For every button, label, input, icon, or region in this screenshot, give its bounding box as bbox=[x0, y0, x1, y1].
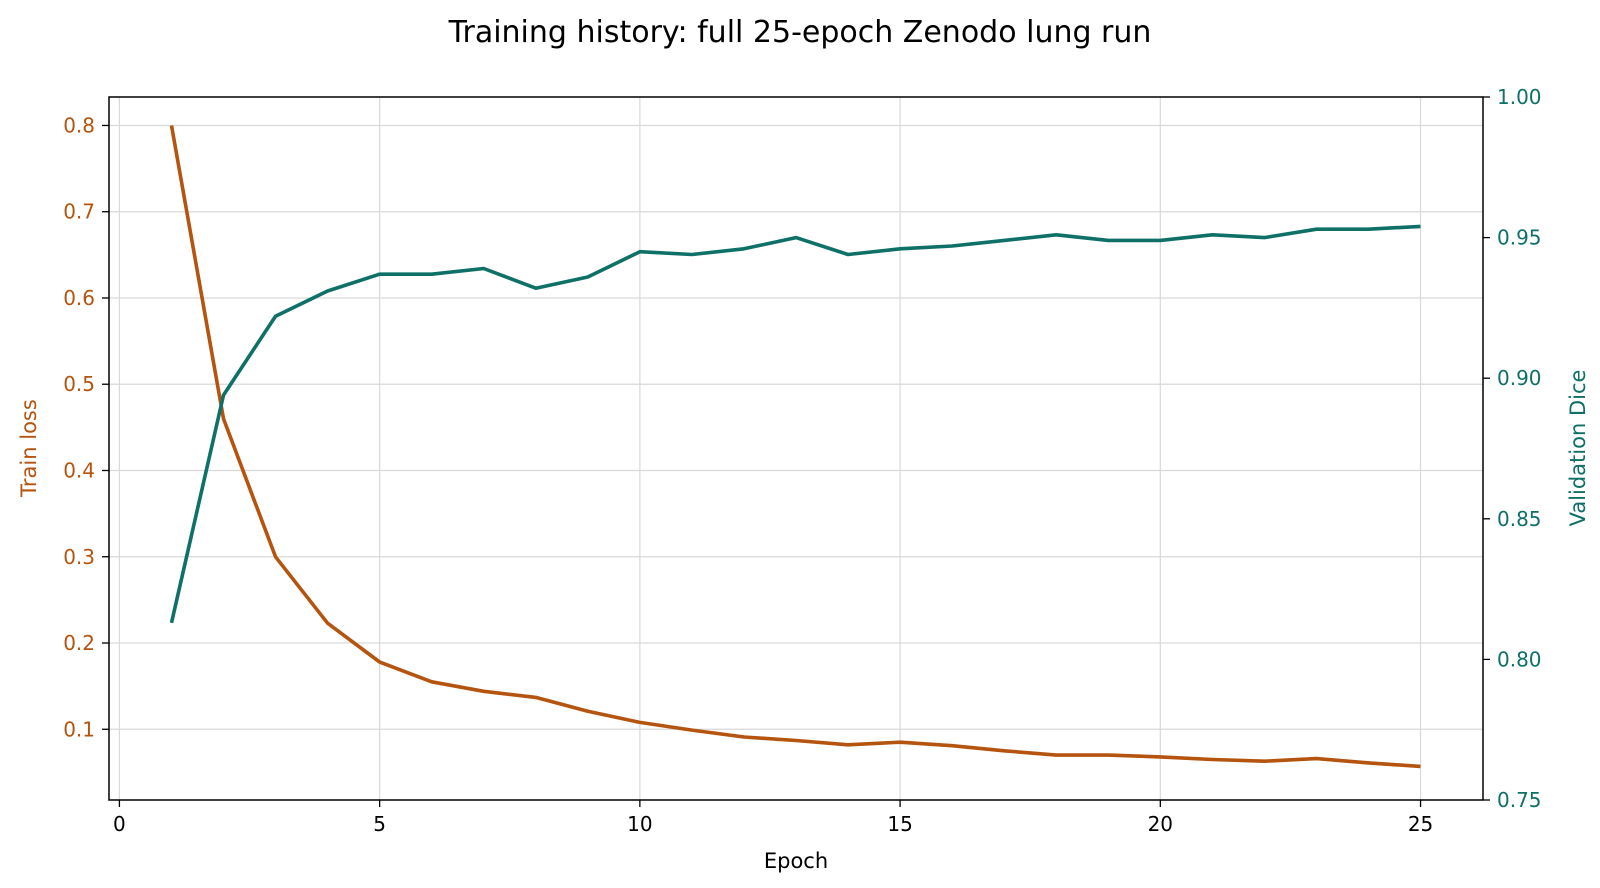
chart-title: Training history: full 25-epoch Zenodo l… bbox=[448, 15, 1152, 50]
left-y-tick-label: 0.5 bbox=[63, 372, 95, 396]
x-tick-label: 0 bbox=[113, 812, 126, 836]
left-y-tick-label: 0.4 bbox=[63, 458, 95, 482]
left-y-tick-label: 0.3 bbox=[63, 545, 95, 569]
x-axis-label: Epoch bbox=[764, 849, 828, 873]
train-loss-line bbox=[169, 125, 1421, 769]
plot-frame bbox=[108, 96, 1484, 801]
left-y-tick-label: 0.2 bbox=[63, 631, 95, 655]
x-tick-label: 25 bbox=[1408, 812, 1433, 836]
left-y-tick-label: 0.7 bbox=[63, 200, 95, 224]
x-axis: 0 5 10 15 20 25 bbox=[113, 800, 1433, 836]
left-y-tick-label: 0.1 bbox=[63, 717, 95, 741]
right-y-axis-label: Validation Dice bbox=[1566, 370, 1590, 527]
left-y-tick-label: 0.8 bbox=[63, 113, 95, 137]
left-y-axis-label: Train loss bbox=[17, 399, 41, 498]
right-y-tick-label: 0.95 bbox=[1497, 226, 1542, 250]
right-y-tick-label: 1.00 bbox=[1497, 85, 1542, 109]
right-y-tick-label: 0.85 bbox=[1497, 507, 1542, 531]
left-y-axis: 0.1 0.2 0.3 0.4 0.5 0.6 0.7 0.8 bbox=[63, 113, 109, 741]
x-tick-label: 10 bbox=[627, 812, 652, 836]
x-tick-label: 5 bbox=[373, 812, 386, 836]
x-tick-label: 20 bbox=[1148, 812, 1173, 836]
grid bbox=[109, 97, 1483, 800]
right-y-tick-label: 0.75 bbox=[1497, 788, 1542, 812]
right-y-tick-label: 0.80 bbox=[1497, 647, 1542, 671]
validation-dice-line bbox=[169, 224, 1421, 624]
right-y-axis: 0.75 0.80 0.85 0.90 0.95 1.00 bbox=[1483, 85, 1542, 812]
x-tick-label: 15 bbox=[887, 812, 912, 836]
right-y-tick-label: 0.90 bbox=[1497, 366, 1542, 390]
left-y-tick-label: 0.6 bbox=[63, 286, 95, 310]
series-layer bbox=[169, 125, 1421, 769]
